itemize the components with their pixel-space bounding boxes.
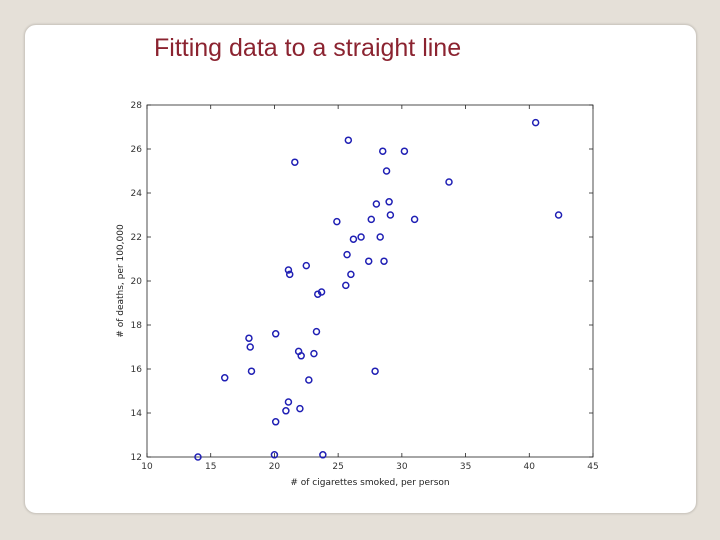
data-point	[194, 453, 202, 461]
x-tick-label: 10	[141, 462, 153, 472]
data-point	[364, 257, 373, 265]
data-point	[282, 407, 290, 415]
x-tick-label: 40	[524, 462, 536, 472]
data-point	[317, 288, 326, 296]
data-point	[554, 211, 563, 219]
plot-area-frame	[146, 104, 594, 458]
y-axis-label: # of deaths, per 100,000	[116, 224, 126, 338]
data-point	[343, 250, 351, 259]
data-point	[220, 374, 229, 382]
data-point	[246, 343, 254, 351]
data-point	[445, 178, 453, 186]
axis-ticks: 10 15 20 25 30 35 40 45 12 14 16 18 20 22 24 26 28	[131, 101, 599, 472]
y-tick-label: 28	[131, 101, 143, 111]
data-point	[349, 235, 358, 243]
x-tick-label: 15	[205, 462, 216, 472]
data-point	[386, 211, 395, 219]
y-tick-label: 12	[131, 453, 142, 463]
data-point	[333, 217, 341, 226]
data-point	[310, 349, 318, 358]
data-point	[380, 257, 388, 265]
y-tick-label: 20	[131, 277, 143, 287]
data-point	[296, 404, 304, 413]
data-point	[284, 266, 293, 274]
data-point	[285, 270, 294, 279]
data-point	[291, 158, 299, 166]
data-point	[270, 451, 279, 459]
data-point	[271, 330, 280, 338]
data-point	[347, 270, 355, 279]
y-tick-label: 26	[131, 145, 143, 155]
x-tick-label: 30	[396, 462, 408, 472]
data-point	[302, 261, 311, 270]
data-point	[271, 418, 280, 426]
data-point	[297, 352, 305, 360]
x-axis-label: # of cigarettes smoked, per person	[290, 478, 449, 488]
y-tick-label: 16	[131, 365, 143, 375]
data-point	[247, 367, 256, 375]
x-tick-label: 20	[269, 462, 281, 472]
data-point	[372, 200, 381, 208]
x-tick-label: 45	[587, 462, 598, 472]
data-point	[319, 451, 327, 459]
data-point	[245, 334, 253, 342]
data-point	[376, 233, 384, 241]
y-tick-label: 22	[131, 233, 142, 243]
y-tick-label: 24	[131, 189, 143, 199]
data-point	[357, 233, 365, 241]
data-point	[378, 147, 387, 155]
y-tick-label: 18	[131, 321, 143, 331]
data-point	[410, 215, 419, 224]
data-point	[531, 118, 540, 127]
data-point	[312, 327, 321, 336]
x-tick-label: 35	[460, 462, 471, 472]
data-point	[305, 376, 313, 384]
slide-title: Fitting data to a straight line	[154, 34, 462, 62]
data-point	[371, 367, 379, 375]
x-tick-label: 25	[332, 462, 343, 472]
data-point	[367, 215, 376, 224]
slide-frame	[24, 24, 697, 514]
y-tick-label: 14	[131, 409, 143, 419]
data-point	[385, 198, 393, 206]
data-point	[382, 167, 391, 175]
data-point	[400, 147, 409, 155]
data-point	[344, 136, 353, 144]
data-points	[194, 118, 563, 461]
data-point	[284, 398, 293, 406]
data-point	[342, 281, 350, 290]
